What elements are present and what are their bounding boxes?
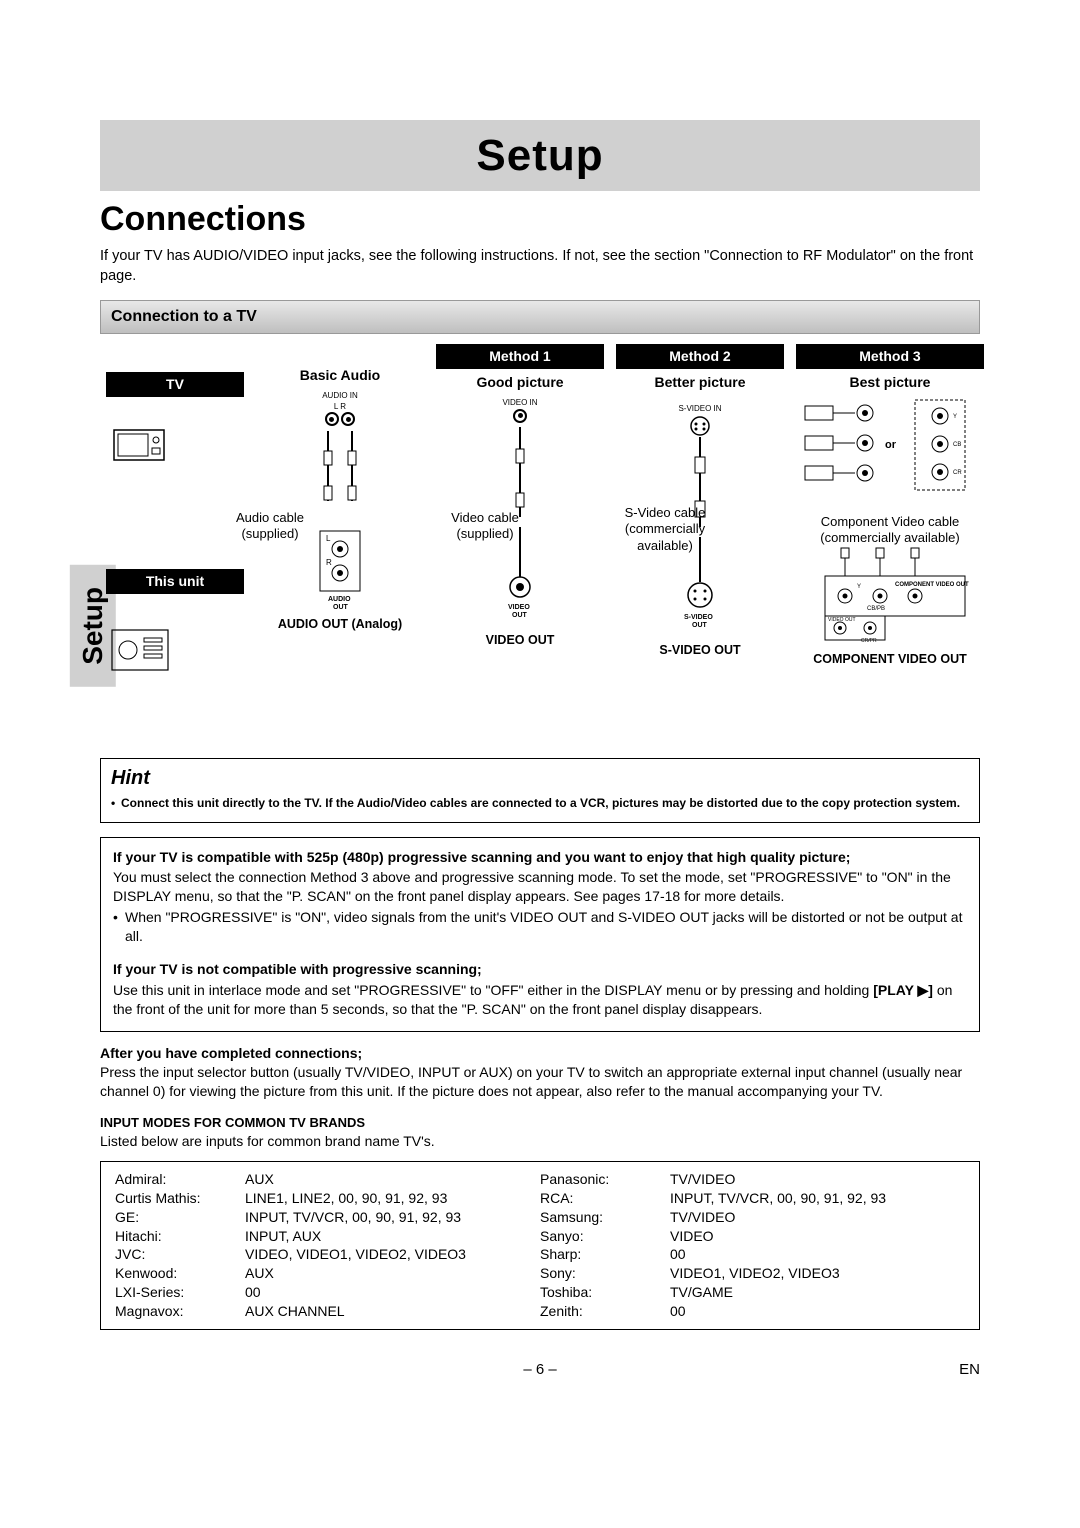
prog-p1: You must select the connection Method 3 …	[113, 868, 967, 906]
brand-row: Sharp:00	[540, 1245, 965, 1264]
basic-quality: Basic Audio	[250, 366, 430, 385]
svg-text:or: or	[885, 439, 897, 451]
video-cable-note: Video cable (supplied)	[430, 510, 540, 543]
brand-row: Admiral:AUX	[115, 1170, 540, 1189]
method2-header: Method 2	[616, 344, 784, 369]
brand-row: Panasonic:TV/VIDEO	[540, 1170, 965, 1189]
svg-text:Y: Y	[857, 584, 861, 590]
svg-text:CR: CR	[953, 470, 962, 476]
intro-text: If your TV has AUDIO/VIDEO input jacks, …	[100, 247, 980, 286]
svg-text:CB/PB: CB/PB	[867, 606, 885, 612]
brand-row: LXI-Series:00	[115, 1283, 540, 1302]
sub-heading-bar: Connection to a TV	[100, 300, 980, 334]
brands-table: Admiral:AUXCurtis Mathis:LINE1, LINE2, 0…	[100, 1161, 980, 1330]
method3-header: Method 3	[796, 344, 984, 369]
m3-quality: Best picture	[790, 373, 990, 392]
brand-row: JVC:VIDEO, VIDEO1, VIDEO2, VIDEO3	[115, 1245, 540, 1264]
after-h: After you have completed connections;	[100, 1044, 980, 1063]
component-out-icon: Y CB/PB COMPONENT VIDEO OUT VIDEO OUT CR…	[795, 546, 985, 646]
brand-row: Zenith:00	[540, 1302, 965, 1321]
brand-row: Magnavox:AUX CHANNEL	[115, 1302, 540, 1321]
brand-row: Curtis Mathis:LINE1, LINE2, 00, 90, 91, …	[115, 1189, 540, 1208]
svg-text:VIDEO OUT: VIDEO OUT	[828, 617, 856, 623]
audio-out-label: AUDIO OUT (Analog)	[250, 617, 430, 632]
brand-row: Samsung:TV/VIDEO	[540, 1208, 965, 1227]
method1-header: Method 1	[436, 344, 604, 369]
hint-item: Connect this unit directly to the TV. If…	[111, 796, 969, 812]
brand-row: RCA:INPUT, TV/VCR, 00, 90, 91, 92, 93	[540, 1189, 965, 1208]
svg-text:CB: CB	[953, 442, 961, 448]
svg-text:COMPONENT VIDEO IN: COMPONENT VIDEO IN	[919, 398, 980, 399]
page-title: Setup	[100, 126, 980, 185]
footer: – 6 – EN	[100, 1360, 980, 1380]
title-bar: Setup	[100, 120, 980, 191]
brand-row: GE:INPUT, TV/VCR, 00, 90, 91, 92, 93	[115, 1208, 540, 1227]
lang-code: EN	[959, 1360, 980, 1380]
svg-text:CR/PR: CR/PR	[861, 638, 877, 644]
unit-label: This unit	[106, 569, 244, 594]
svideo-out-label: S-VIDEO OUT	[610, 643, 790, 658]
brand-row: Kenwood:AUX	[115, 1264, 540, 1283]
brand-row: Toshiba:TV/GAME	[540, 1283, 965, 1302]
audio-cable-icon	[310, 431, 370, 521]
svg-text:AUDIO: AUDIO	[328, 596, 351, 603]
component-in-icon: or COMPONENT VIDEO IN Y CB CR	[795, 398, 985, 508]
video-in-jack: VIDEO IN	[502, 398, 537, 426]
after-p: Press the input selector button (usually…	[100, 1063, 980, 1101]
svideo-in-jack: S-VIDEO IN	[678, 404, 721, 437]
audio-in-jack: AUDIO IN L R	[322, 391, 358, 430]
brands-h: INPUT MODES FOR COMMON TV BRANDS	[100, 1114, 980, 1132]
m2-quality: Better picture	[610, 373, 790, 392]
svg-text:S-VIDEO: S-VIDEO	[684, 614, 713, 621]
section-heading: Connections	[100, 197, 980, 243]
component-out-label: COMPONENT VIDEO OUT	[790, 652, 990, 667]
tv-label: TV	[106, 372, 244, 397]
video-out-label: VIDEO OUT	[430, 633, 610, 648]
prog-p2: When "PROGRESSIVE" is "ON", video signal…	[113, 908, 967, 946]
prog-h1: If your TV is compatible with 525p (480p…	[113, 848, 967, 867]
m1-quality: Good picture	[430, 373, 610, 392]
prog-p3: Use this unit in interlace mode and set …	[113, 981, 967, 1019]
svg-text:OUT: OUT	[333, 604, 349, 611]
svg-text:R: R	[326, 558, 332, 567]
component-cable-note: Component Video cable (commercially avai…	[790, 514, 990, 547]
unit-device-icon	[110, 624, 170, 684]
svg-text:OUT: OUT	[692, 622, 708, 629]
progressive-box: If your TV is compatible with 525p (480p…	[100, 837, 980, 1032]
hint-title: Hint	[111, 765, 969, 792]
brand-row: Sony:VIDEO1, VIDEO2, VIDEO3	[540, 1264, 965, 1283]
tv-device-icon	[110, 424, 170, 469]
svg-text:COMPONENT VIDEO OUT: COMPONENT VIDEO OUT	[895, 582, 969, 588]
svg-text:VIDEO: VIDEO	[508, 604, 530, 611]
svg-text:OUT: OUT	[512, 612, 528, 619]
brands-p: Listed below are inputs for common brand…	[100, 1132, 980, 1151]
prog-h2: If your TV is not compatible with progre…	[113, 960, 967, 979]
connection-diagram: TV This unit Basic Audio AUDIO IN L R	[100, 344, 980, 744]
brand-row: Hitachi:INPUT, AUX	[115, 1227, 540, 1246]
svg-text:L: L	[326, 534, 331, 543]
svg-text:Y: Y	[953, 414, 957, 420]
audio-cable-note: Audio cable (supplied)	[220, 510, 320, 543]
brand-row: Sanyo:VIDEO	[540, 1227, 965, 1246]
page-number: – 6 –	[523, 1361, 556, 1378]
svideo-cable-note: S-Video cable (commercially available)	[600, 505, 730, 554]
hint-box: Hint Connect this unit directly to the T…	[100, 758, 980, 823]
